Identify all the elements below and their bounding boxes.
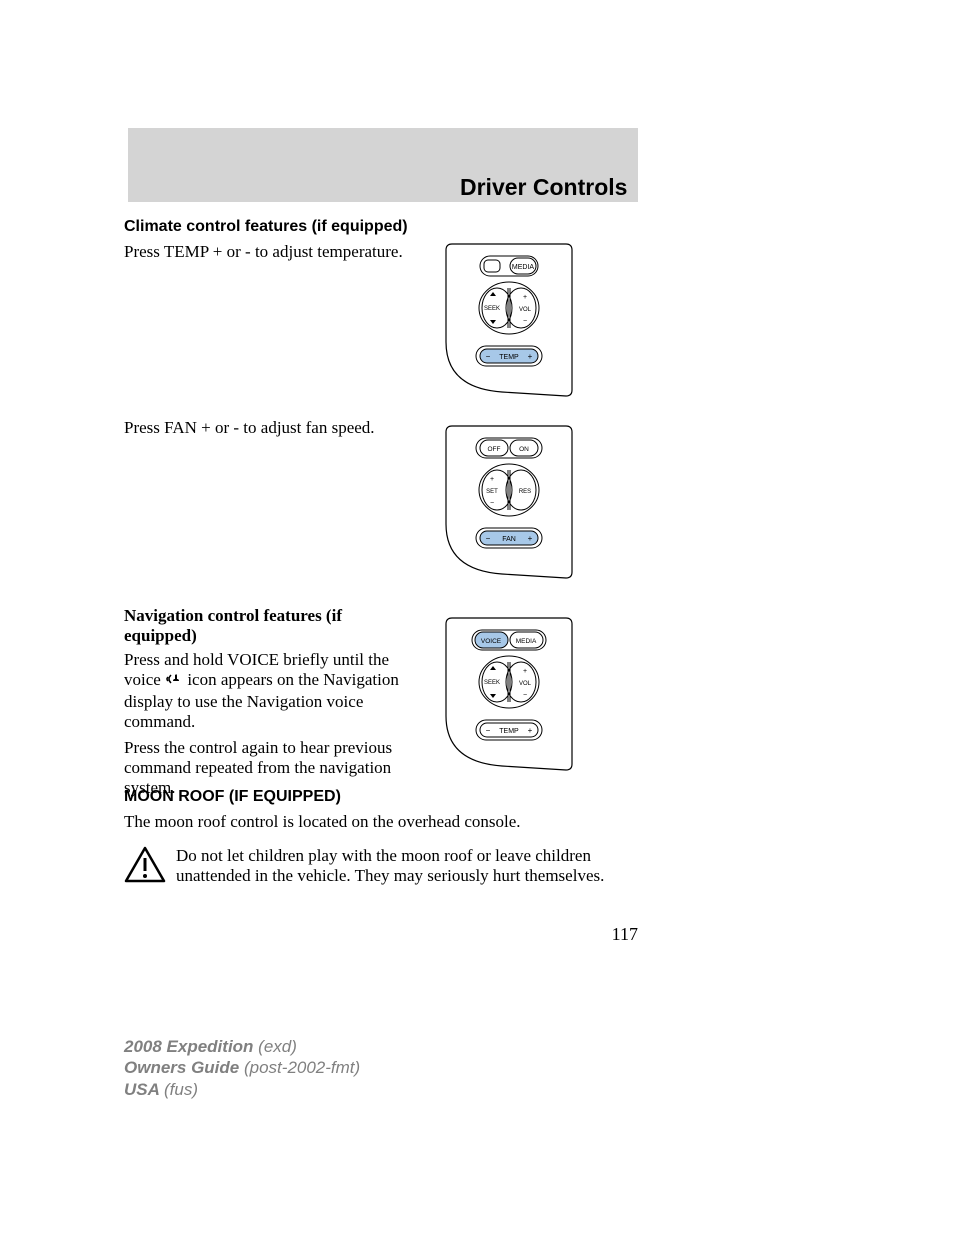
svg-text:+: + xyxy=(523,668,527,675)
footer: 2008 Expedition (exd) Owners Guide (post… xyxy=(124,1036,360,1100)
svg-text:−: − xyxy=(523,692,527,699)
footer-l2a: Owners Guide xyxy=(124,1058,244,1077)
moonroof-warning-text: Do not let children play with the moon r… xyxy=(176,846,638,886)
diagram-climate-fan: OFF ON + SET − RES − FAN + xyxy=(442,420,576,580)
moonroof-p1: The moon roof control is located on the … xyxy=(124,812,638,832)
svg-text:SEEK: SEEK xyxy=(484,680,500,686)
svg-text:−: − xyxy=(523,318,527,325)
svg-text:+: + xyxy=(490,476,494,483)
navigation-heading: Navigation control features (if equipped… xyxy=(124,606,404,646)
svg-text:SEEK: SEEK xyxy=(484,306,500,312)
svg-text:−: − xyxy=(486,534,491,543)
page-header-title: Driver Controls xyxy=(460,174,627,201)
svg-text:VOL: VOL xyxy=(519,307,532,313)
svg-text:+: + xyxy=(528,534,533,543)
svg-text:TEMP: TEMP xyxy=(499,728,519,735)
svg-text:+: + xyxy=(523,294,527,301)
warning-icon xyxy=(124,846,166,889)
svg-text:MEDIA: MEDIA xyxy=(516,638,537,645)
svg-text:+: + xyxy=(528,726,533,735)
footer-l3b: (fus) xyxy=(164,1080,198,1099)
svg-text:RES: RES xyxy=(519,489,531,495)
footer-l3a: USA xyxy=(124,1080,164,1099)
svg-text:OFF: OFF xyxy=(488,446,501,453)
svg-text:SET: SET xyxy=(486,489,498,495)
svg-text:VOL: VOL xyxy=(519,681,532,687)
footer-l2b: (post-2002-fmt) xyxy=(244,1058,360,1077)
svg-text:TEMP: TEMP xyxy=(499,354,519,361)
svg-text:ON: ON xyxy=(519,446,529,453)
svg-text:VOICE: VOICE xyxy=(481,638,502,645)
svg-text:MEDIA: MEDIA xyxy=(512,264,535,271)
diagram-navigation: VOICE MEDIA SEEK + VOL − − TEMP + xyxy=(442,612,576,772)
navigation-p1: Press and hold VOICE briefly until the v… xyxy=(124,650,404,732)
climate-fan-text: Press FAN + or - to adjust fan speed. xyxy=(124,418,404,438)
climate-heading: Climate control features (if equipped) xyxy=(124,218,638,236)
footer-l1a: 2008 Expedition xyxy=(124,1037,258,1056)
svg-text:+: + xyxy=(528,352,533,361)
svg-text:−: − xyxy=(486,352,491,361)
page-number: 117 xyxy=(612,924,638,945)
diagram-climate-temp: MEDIA SEEK + VOL − − TEMP + xyxy=(442,238,576,398)
voice-icon xyxy=(165,671,183,692)
footer-l1b: (exd) xyxy=(258,1037,297,1056)
svg-text:−: − xyxy=(490,500,494,507)
moonroof-heading: MOON ROOF (IF EQUIPPED) xyxy=(124,788,638,806)
svg-text:−: − xyxy=(486,726,491,735)
climate-temp-text: Press TEMP + or - to adjust temperature. xyxy=(124,242,404,262)
svg-text:FAN: FAN xyxy=(502,536,516,543)
